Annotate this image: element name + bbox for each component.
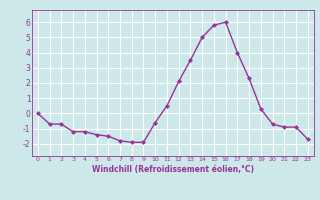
X-axis label: Windchill (Refroidissement éolien,°C): Windchill (Refroidissement éolien,°C) bbox=[92, 165, 254, 174]
